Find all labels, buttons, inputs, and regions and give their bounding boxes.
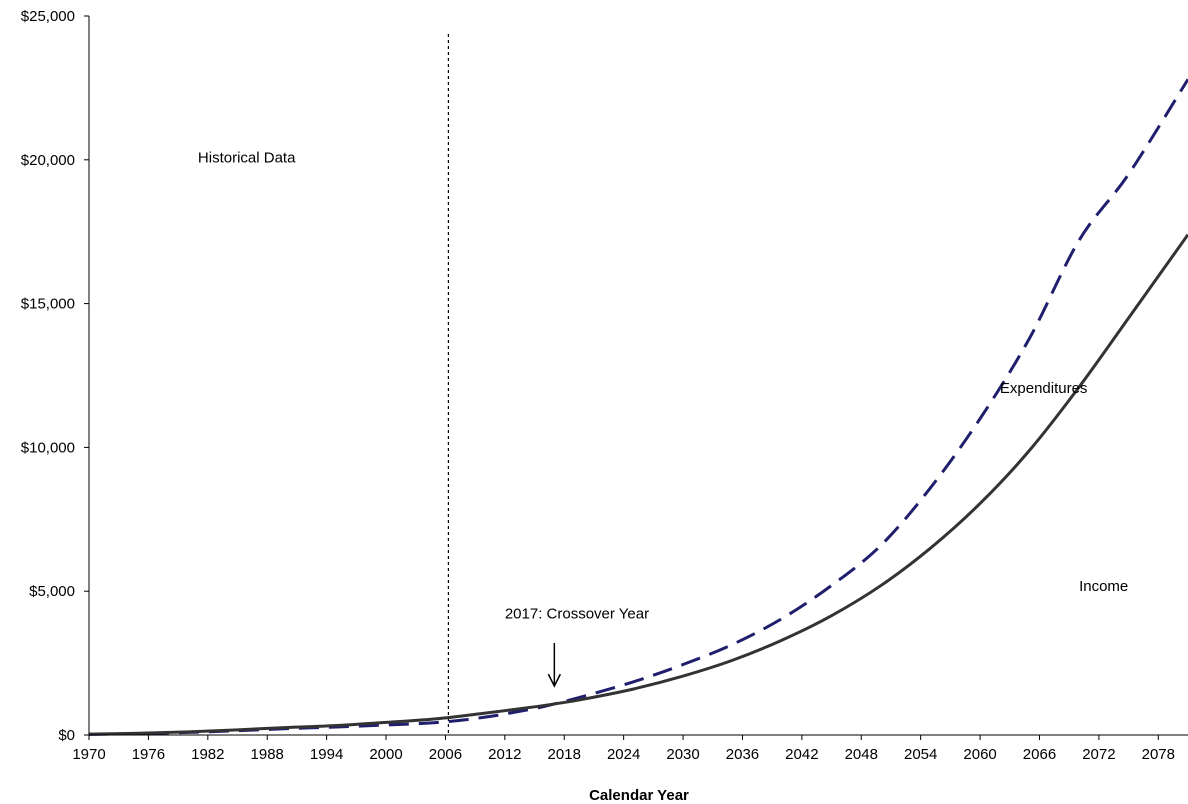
series-line-income: [88, 233, 1188, 736]
y-tick-label: $15,000: [21, 296, 75, 313]
x-tick-label: 2048: [845, 746, 878, 763]
x-tick-label: 2060: [963, 746, 996, 763]
crossover-arrow-icon: [547, 642, 562, 688]
x-tick-label: 2030: [666, 746, 699, 763]
axes: [88, 16, 1188, 736]
annotation-historical-data: Historical Data: [198, 150, 296, 167]
series-layer: [88, 78, 1188, 736]
x-tick-label: 2000: [369, 746, 402, 763]
annotation-2017-crossover-year: 2017: Crossover Year: [505, 606, 649, 623]
y-tick-label: $25,000: [21, 8, 75, 25]
x-tick-label: 2012: [488, 746, 521, 763]
x-tick-label: 1994: [310, 746, 343, 763]
annotation-income: Income: [1079, 578, 1128, 595]
x-tick-label: 2078: [1142, 746, 1175, 763]
x-tick-label: 2072: [1082, 746, 1115, 763]
y-tick-label: $10,000: [21, 439, 75, 456]
x-tick-label: 1976: [132, 746, 165, 763]
x-tick-label: 1970: [72, 746, 105, 763]
x-tick-label: 2018: [548, 746, 581, 763]
series-line-expenditures: [88, 78, 1188, 736]
x-tick-label: 2006: [429, 746, 462, 763]
annotation-expenditures: Expenditures: [1000, 380, 1088, 397]
x-tick-label: 1982: [191, 746, 224, 763]
x-tick-label: 2024: [607, 746, 640, 763]
crossover-arrow-head: [547, 673, 562, 688]
y-tick-label: $20,000: [21, 152, 75, 169]
x-tick-label: 2066: [1023, 746, 1056, 763]
y-tick-label: $5,000: [29, 583, 75, 600]
annotations-layer: Calendar Year Historical Data Expenditure…: [198, 150, 1128, 804]
x-axis-title: Calendar Year: [589, 787, 689, 804]
x-tick-label: 1988: [251, 746, 284, 763]
ticks-layer: $0 $5,000 $10,000 $15,000 $20,000 $25,000 1970…: [21, 8, 1175, 763]
x-tick-label: 2054: [904, 746, 937, 763]
y-tick-label: $0: [58, 727, 75, 744]
x-tick-label: 2042: [785, 746, 818, 763]
x-tick-label: 2036: [726, 746, 759, 763]
